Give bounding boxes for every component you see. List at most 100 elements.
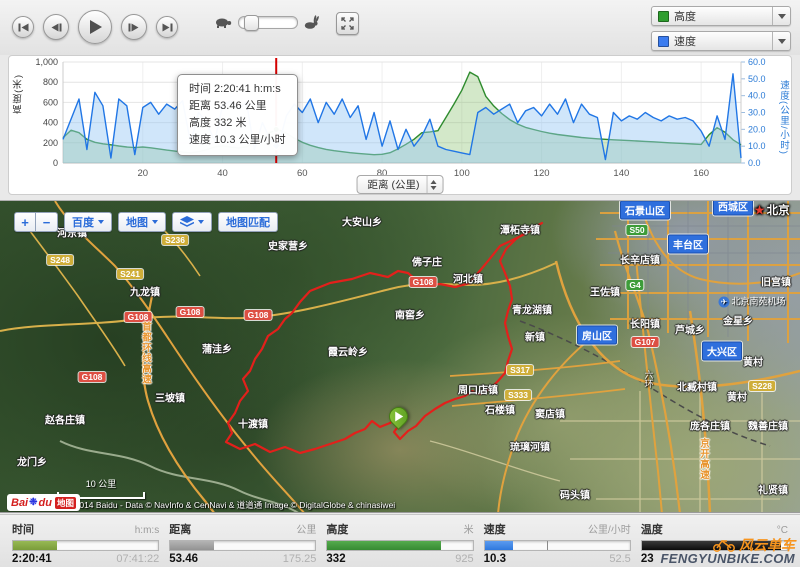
step-back-button[interactable] (43, 14, 69, 40)
skip-end-button[interactable] (156, 16, 178, 38)
map-label-town: 芦城乡 (675, 325, 705, 337)
map-label-badge-e: G4 (626, 280, 644, 290)
map-label-town: 新镇 (525, 332, 545, 344)
status-unit: °C (776, 525, 789, 536)
status-max-value: 52.5 (609, 553, 631, 565)
zoom-out-button[interactable]: − (36, 212, 58, 232)
map-label-town: 南窖乡 (395, 310, 425, 322)
fullscreen-button[interactable] (336, 12, 359, 35)
fengyunbike-logo: 风云单车 FENGYUNBIKE.COM (660, 537, 795, 566)
tooltip-row: 时间 2:20:41 h:m:s (189, 83, 281, 95)
map-label-badge-g: G108 (124, 312, 152, 322)
select-stepper-icon (426, 176, 439, 193)
map-label-town: 周口店镇 (458, 385, 498, 397)
status-item: 高度 米 332 925 (326, 521, 474, 567)
svg-text:50.0: 50.0 (748, 74, 766, 84)
map-label-badge-s: S248 (47, 255, 73, 265)
chevron-down-icon (198, 220, 204, 224)
map-label-town: 佛子庄 (412, 257, 442, 269)
svg-text:0: 0 (53, 158, 58, 168)
map-match-button[interactable]: 地图匹配 (218, 212, 278, 232)
play-button[interactable] (78, 10, 112, 44)
svg-text:20: 20 (137, 168, 148, 179)
turtle-icon (216, 18, 232, 28)
status-unit: 米 (463, 525, 474, 536)
svg-text:30.0: 30.0 (748, 108, 766, 118)
status-current-value: 332 (326, 553, 346, 565)
svg-text:140: 140 (613, 168, 629, 179)
map-label-badge-g: G107 (631, 337, 659, 347)
step-forward-icon (128, 23, 139, 31)
layers-select[interactable] (172, 212, 212, 232)
right-axis-title: 速度(公里/小时) (778, 80, 789, 155)
svg-text:10.0: 10.0 (748, 141, 766, 151)
svg-text:120: 120 (534, 168, 550, 179)
left-axis-title: 高度(米) (13, 74, 24, 114)
bicycle-icon (713, 539, 735, 552)
map-label-badge-g: G108 (244, 310, 272, 320)
map-label-badge-e: S50 (626, 225, 648, 235)
map-label-badge-s: S333 (505, 390, 531, 400)
map-label-badge-g: G108 (409, 277, 437, 287)
map-panel[interactable]: 河东镇 大安山乡 史家营乡 佛子庄 河北镇 南窖乡 霞云岭乡 蒲洼乡 九龙镇 三坡镇 十渡镇 赵各庄镇… (0, 200, 800, 513)
map-label-badge-s: S228 (749, 381, 775, 391)
svg-text:40.0: 40.0 (748, 91, 766, 101)
map-label-capital: ★ 北京 (754, 205, 790, 217)
capital-star-icon: ★ (754, 205, 765, 217)
map-label-district: 西城区 (713, 201, 753, 216)
status-max-value: 925 (455, 553, 474, 565)
playback-speed-control (214, 14, 319, 31)
play-icon (89, 20, 102, 34)
map-label-badge-s: S241 (117, 269, 143, 279)
layers-icon (180, 216, 194, 227)
map-label-town: 蒲洼乡 (202, 344, 232, 356)
map-label-district: 石景山区 (620, 201, 670, 220)
map-label-town: 大安山乡 (342, 217, 382, 229)
baidu-logo: Bai ❉ du 地图 (7, 494, 80, 511)
map-label-town: 三坡镇 (155, 393, 185, 405)
step-forward-button[interactable] (121, 14, 147, 40)
map-type-select[interactable]: 地图 (118, 212, 166, 232)
svg-text:400: 400 (43, 118, 58, 128)
status-current-value: 10.3 (483, 553, 506, 565)
series-label: 速度 (674, 36, 696, 48)
map-label-town: 河北镇 (453, 274, 483, 286)
map-controls: + − 百度 地图 地图匹配 (14, 212, 278, 232)
series-label: 高度 (674, 11, 696, 23)
series-color-chip (658, 35, 669, 47)
skip-start-button[interactable] (12, 16, 34, 38)
gps-route-path (224, 221, 544, 455)
x-axis-unit-label: 距离 (公里) (367, 179, 420, 191)
map-label-town: 石楼镇 (485, 405, 515, 417)
status-progress-bar (326, 540, 474, 551)
map-label-town: 北臧村镇 (677, 382, 717, 394)
skip-start-icon (18, 23, 28, 31)
speed-slider[interactable] (238, 14, 298, 31)
average-marker (547, 541, 549, 550)
chevron-down-icon[interactable] (772, 7, 790, 25)
zoom-in-button[interactable]: + (14, 212, 36, 232)
status-label: 速度 (483, 524, 506, 536)
x-axis-unit-select[interactable]: 距离 (公里) (356, 175, 444, 194)
elevation-speed-chart[interactable]: 0 200 400 600 800 1,000 0.0 10.0 20.0 30.0 40.0 50.… (9, 56, 791, 194)
map-label-ring-v: 六环 (643, 370, 654, 388)
legend-select-altitude[interactable]: 高度 (651, 6, 791, 26)
legend-select-speed[interactable]: 速度 (651, 31, 791, 51)
status-progress-bar (12, 540, 160, 551)
chart-panel[interactable]: 高度(米) 0 200 400 600 800 1,000 0.0 10.0 20.0 30.0 4… (8, 55, 792, 195)
map-label-town: 礼贤镇 (758, 485, 788, 497)
svg-text:200: 200 (43, 138, 58, 148)
tooltip-row: 速度 10.3 公里/小时 (189, 134, 286, 147)
status-current-value: 23 (640, 553, 654, 565)
map-label-town: 长辛店镇 (620, 255, 660, 267)
rabbit-icon (304, 15, 319, 29)
status-progress-bar (483, 540, 631, 551)
base-map-select[interactable]: 百度 (64, 212, 112, 232)
tooltip-row: 高度 332 米 (189, 117, 247, 130)
map-label-town: 长阳镇 (630, 319, 660, 331)
svg-text:60.0: 60.0 (748, 57, 766, 67)
map-label-town: 庞各庄镇 (690, 421, 730, 433)
chevron-down-icon[interactable] (772, 32, 790, 50)
speed-slider-thumb[interactable] (244, 14, 259, 31)
